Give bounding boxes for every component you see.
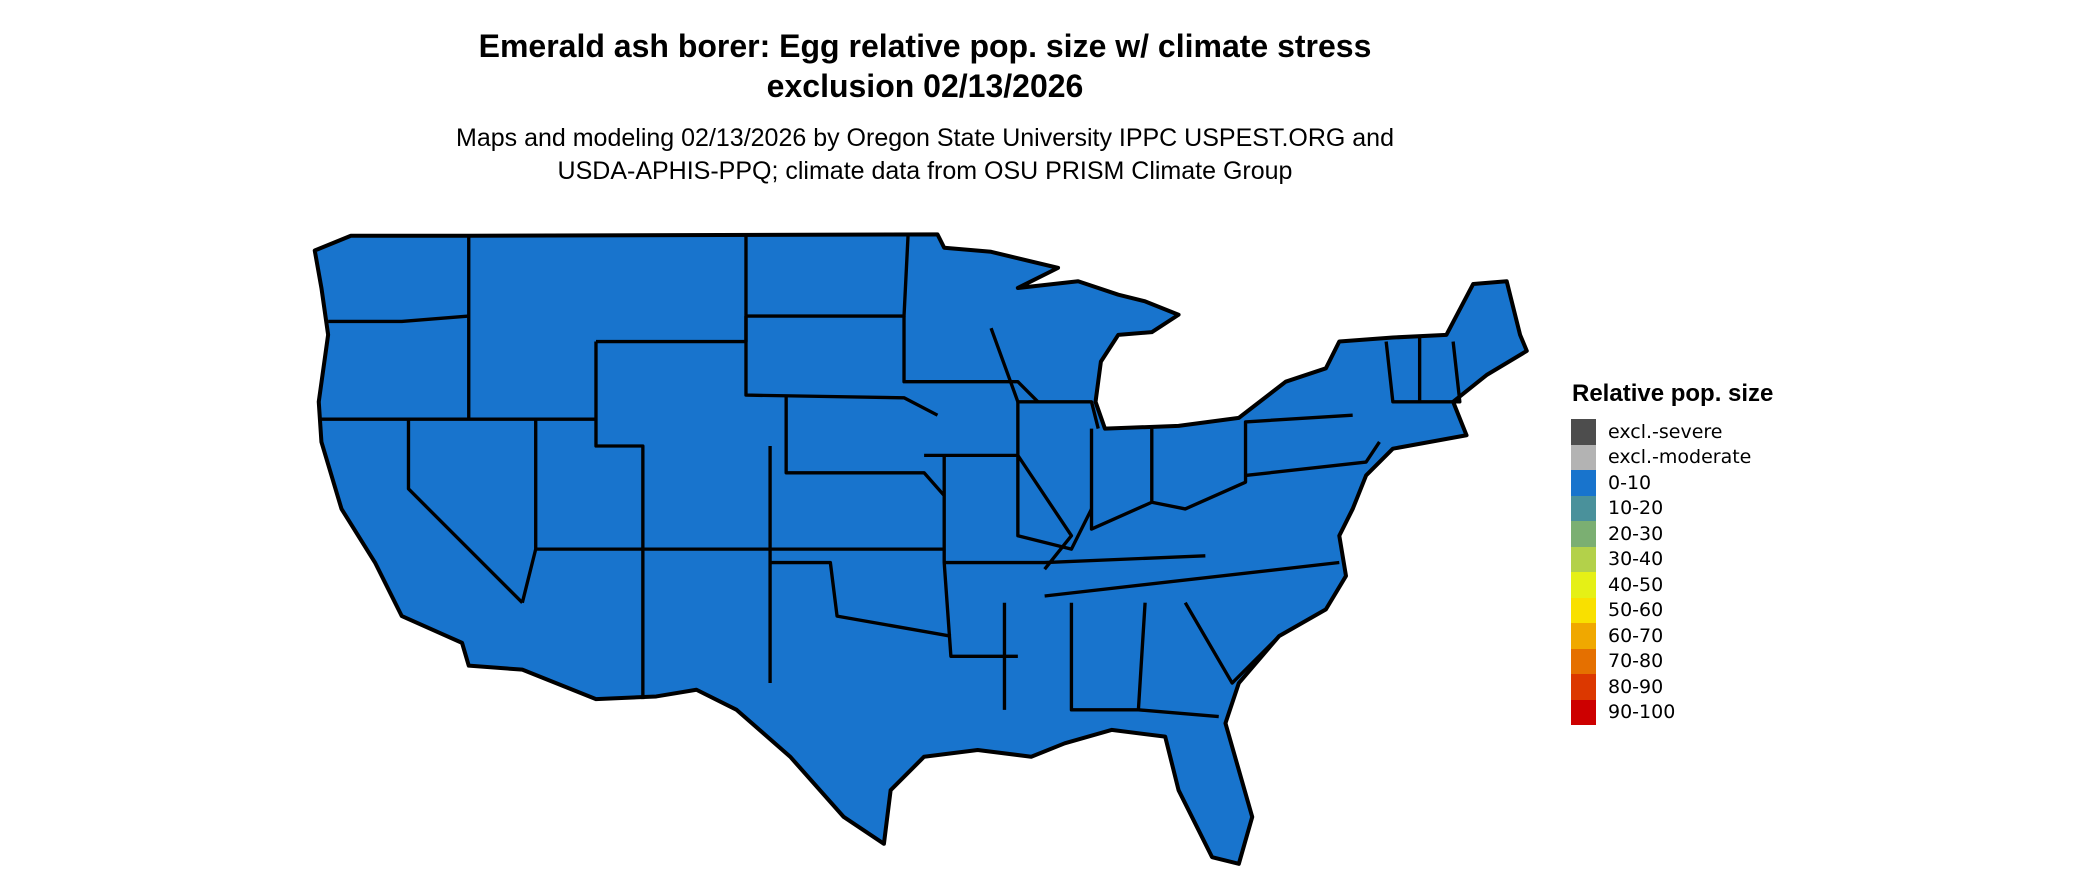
legend-label: 20-30: [1608, 522, 1664, 545]
legend-label: 40-50: [1608, 573, 1664, 596]
legend-swatch: [1571, 521, 1596, 547]
legend-swatch: [1571, 495, 1596, 521]
legend-swatch: [1571, 623, 1596, 649]
legend-swatch: [1571, 572, 1596, 598]
map-title: Emerald ash borer: Egg relative pop. siz…: [0, 26, 1850, 106]
legend-items: excl.-severe excl.-moderate 0-10 10-20 20-30…: [1571, 419, 1773, 725]
legend-swatch: [1571, 674, 1596, 700]
legend-swatch: [1571, 419, 1596, 445]
legend-item: 40-50: [1571, 572, 1773, 598]
legend-title: Relative pop. size: [1572, 380, 1774, 407]
legend-label: 10-20: [1608, 497, 1664, 520]
legend-label: 70-80: [1608, 650, 1664, 673]
legend-item: 70-80: [1571, 648, 1773, 674]
state-borders: [318, 235, 1462, 719]
legend-item: excl.-severe: [1571, 419, 1773, 445]
legend-item: 80-90: [1571, 674, 1773, 700]
legend: Relative pop. size excl.-severe excl.-mod…: [1571, 380, 1773, 725]
legend-item: 0-10: [1571, 470, 1773, 496]
legend-label: 0-10: [1608, 471, 1652, 494]
legend-item: 30-40: [1571, 546, 1773, 572]
legend-label: excl.-severe: [1608, 420, 1723, 443]
subtitle-line-2: USDA-APHIS-PPQ; climate data from OSU PR…: [557, 157, 1293, 185]
legend-label: 30-40: [1608, 548, 1664, 571]
legend-label: 60-70: [1608, 624, 1664, 647]
legend-item: 90-100: [1571, 699, 1773, 725]
legend-swatch: [1571, 597, 1596, 623]
legend-swatch: [1571, 648, 1596, 674]
legend-item: 20-30: [1571, 521, 1773, 547]
title-line-1: Emerald ash borer: Egg relative pop. siz…: [478, 28, 1372, 64]
legend-label: 50-60: [1608, 599, 1664, 622]
title-line-2: exclusion 02/13/2026: [766, 68, 1084, 104]
map-subtitle: Maps and modeling 02/13/2026 by Oregon S…: [0, 122, 1850, 188]
legend-item: excl.-moderate: [1571, 444, 1773, 470]
legend-item: 60-70: [1571, 623, 1773, 649]
legend-swatch: [1571, 444, 1596, 470]
legend-label: excl.-moderate: [1608, 446, 1752, 469]
legend-item: 10-20: [1571, 495, 1773, 521]
legend-swatch: [1571, 699, 1596, 725]
subtitle-line-1: Maps and modeling 02/13/2026 by Oregon S…: [456, 124, 1394, 152]
legend-swatch: [1571, 546, 1596, 572]
legend-item: 50-60: [1571, 597, 1773, 623]
legend-label: 80-90: [1608, 675, 1664, 698]
legend-label: 90-100: [1608, 701, 1676, 724]
legend-swatch: [1571, 470, 1596, 496]
